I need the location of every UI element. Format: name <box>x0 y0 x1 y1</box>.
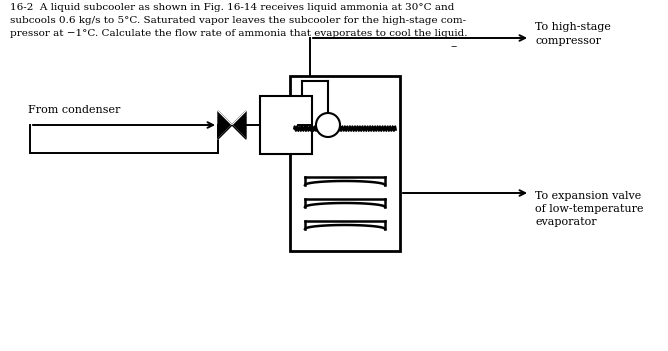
Text: To expansion valve
of low-temperature
evaporator: To expansion valve of low-temperature ev… <box>535 191 643 227</box>
Circle shape <box>316 113 340 137</box>
Text: From condenser: From condenser <box>28 105 120 115</box>
Text: –: – <box>450 40 456 53</box>
Bar <box>290 76 400 251</box>
Text: pressor at −1°C. Calculate the flow rate of ammonia that evaporates to cool the : pressor at −1°C. Calculate the flow rate… <box>10 29 468 38</box>
Text: subcools 0.6 kg/s to 5°C. Saturated vapor leaves the subcooler for the high-stag: subcools 0.6 kg/s to 5°C. Saturated vapo… <box>10 16 466 25</box>
Text: To high-stage
compressor: To high-stage compressor <box>535 22 611 46</box>
Text: 16-2  A liquid subcooler as shown in Fig. 16-14 receives liquid ammonia at 30°C : 16-2 A liquid subcooler as shown in Fig.… <box>10 3 454 12</box>
Polygon shape <box>218 111 232 139</box>
Bar <box>260 96 312 154</box>
Polygon shape <box>232 111 246 139</box>
